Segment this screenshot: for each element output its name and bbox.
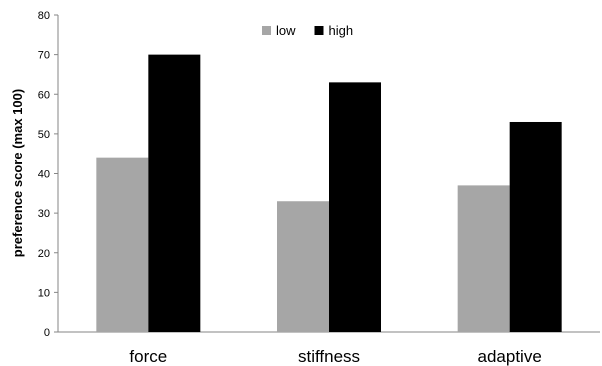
y-tick-label: 10 bbox=[38, 287, 50, 299]
y-tick-label: 20 bbox=[38, 248, 50, 260]
y-axis-label: preference score (max 100) bbox=[10, 89, 25, 257]
bar-low-adaptive bbox=[457, 185, 510, 332]
legend-label-low: low bbox=[276, 23, 296, 38]
x-tick-label: force bbox=[129, 347, 167, 366]
legend-label-high: high bbox=[329, 23, 354, 38]
y-tick-label: 50 bbox=[38, 129, 50, 141]
y-tick-label: 70 bbox=[38, 50, 50, 62]
bar-high-force bbox=[148, 54, 201, 332]
y-tick-label: 30 bbox=[38, 208, 50, 220]
bar-high-stiffness bbox=[329, 82, 381, 332]
bars bbox=[96, 54, 562, 332]
legend-swatch-low bbox=[262, 26, 271, 35]
x-axis-labels: force stiffness adaptive bbox=[129, 347, 541, 366]
x-tick-label: stiffness bbox=[298, 347, 360, 366]
y-tick-label: 40 bbox=[38, 169, 50, 181]
x-tick-label: adaptive bbox=[478, 347, 542, 366]
y-tick-label: 0 bbox=[44, 327, 50, 339]
legend: low high bbox=[262, 23, 353, 38]
bar-high-adaptive bbox=[509, 121, 562, 332]
legend-swatch-high bbox=[314, 26, 324, 35]
bar-low-force bbox=[96, 157, 149, 332]
y-tick-label: 60 bbox=[38, 89, 50, 101]
bar-low-stiffness bbox=[277, 201, 329, 332]
y-tick-label: 80 bbox=[38, 10, 50, 22]
